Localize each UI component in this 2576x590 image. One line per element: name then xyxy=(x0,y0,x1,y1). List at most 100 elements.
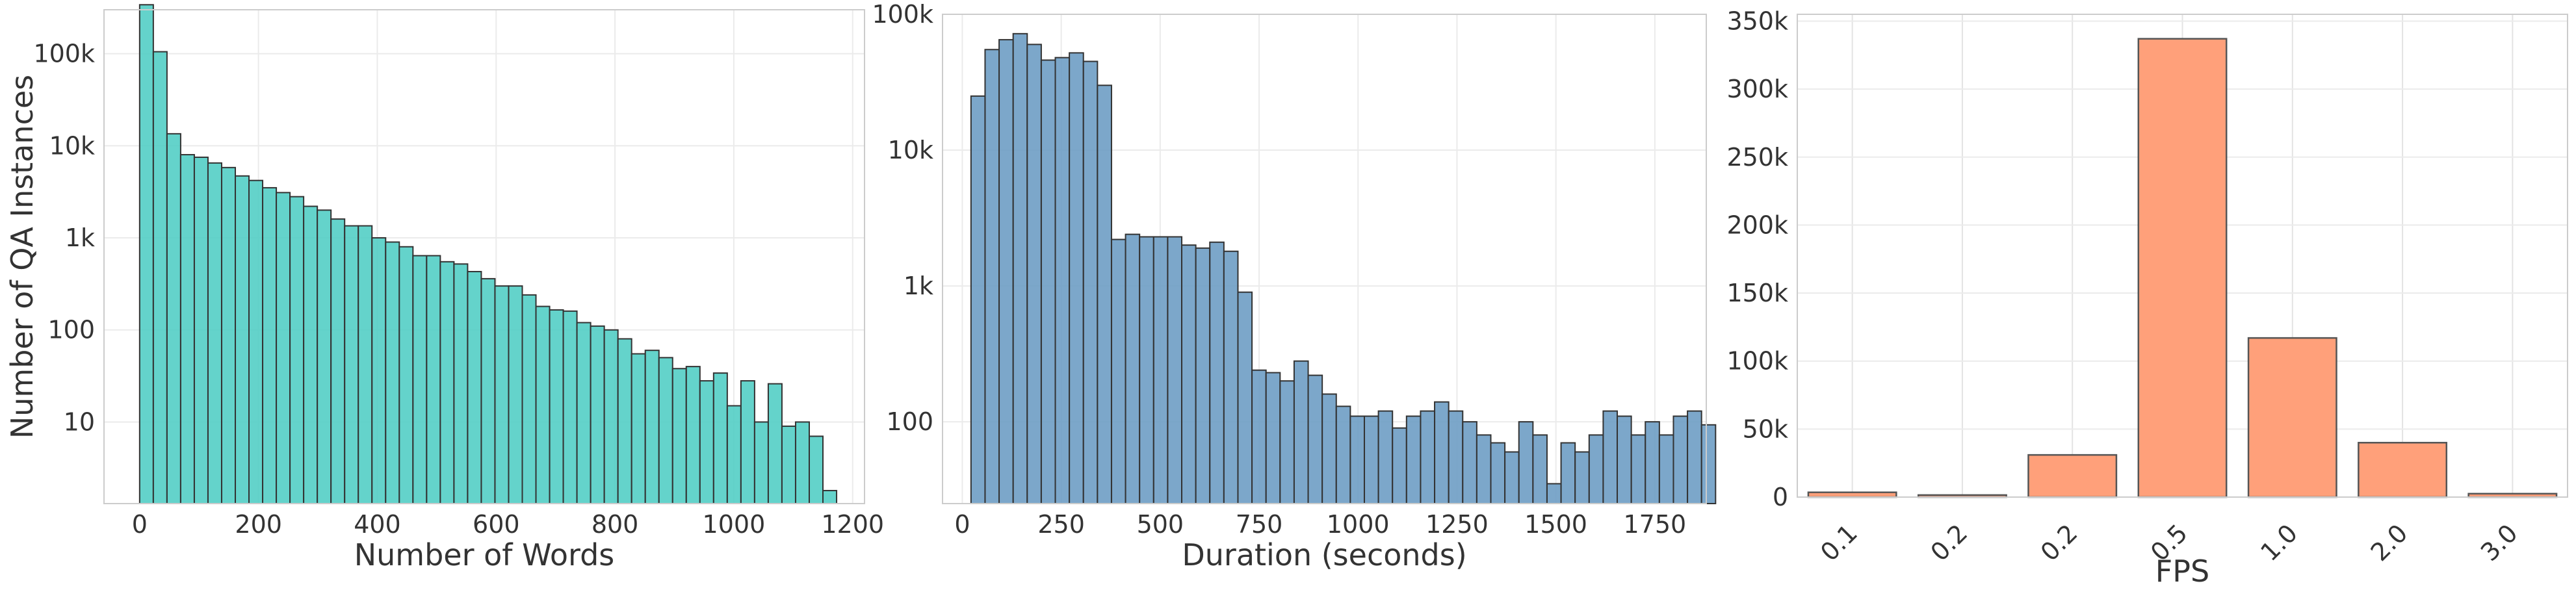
histogram-bar xyxy=(248,179,264,504)
histogram-bar xyxy=(1504,451,1520,504)
histogram-bar xyxy=(138,4,154,505)
histogram-bar xyxy=(1420,410,1436,505)
histogram-bar xyxy=(535,305,551,504)
histogram-bar xyxy=(467,270,482,504)
histogram-bar xyxy=(1700,424,1717,505)
y-tick-label: 1k xyxy=(65,224,95,252)
y-tick-label: 150k xyxy=(1726,279,1788,307)
histogram-bar xyxy=(1658,434,1674,505)
histogram-bar xyxy=(1448,410,1464,505)
histogram-bar xyxy=(1645,421,1660,504)
histogram-bar xyxy=(1026,44,1042,504)
histogram-bar xyxy=(1490,442,1506,505)
histogram-bar xyxy=(439,261,455,504)
histogram-bar xyxy=(1574,451,1590,504)
x-tick-label: 250 xyxy=(1037,510,1085,539)
x-tick-label: 0 xyxy=(954,510,970,539)
histogram-bar xyxy=(220,166,237,504)
histogram-bar xyxy=(494,285,510,504)
histogram-bar xyxy=(1532,434,1548,505)
histogram-bar xyxy=(1405,415,1422,504)
histogram-bar xyxy=(1279,380,1295,505)
x-tick-label: 1250 xyxy=(1425,510,1489,539)
histogram-bar xyxy=(822,489,838,504)
histogram-bar xyxy=(1152,236,1169,504)
y-tick-label: 100 xyxy=(886,407,933,436)
x-tick-label: 1200 xyxy=(821,510,884,539)
histogram-bar xyxy=(303,205,319,504)
plot-frame xyxy=(942,14,1707,504)
x-tick-label: 500 xyxy=(1137,510,1184,539)
histogram-bar xyxy=(685,366,701,504)
y-tick-label: 1k xyxy=(904,272,933,300)
histogram-bar xyxy=(1672,415,1689,504)
histogram-bar xyxy=(1265,372,1281,505)
fps-bar xyxy=(1807,491,1897,498)
histogram-bar xyxy=(808,435,824,505)
x-tick-label: 600 xyxy=(473,510,520,539)
y-tick-label: 50k xyxy=(1743,415,1788,443)
histogram-bar xyxy=(1307,374,1323,505)
histogram-bar xyxy=(1349,415,1365,504)
histogram-bar xyxy=(1462,421,1477,504)
x-tick-label: 1750 xyxy=(1623,510,1686,539)
x-tick-label: 1500 xyxy=(1524,510,1587,539)
histogram-bar xyxy=(1082,60,1099,505)
histogram-bar xyxy=(1195,247,1211,504)
histogram-bar xyxy=(1518,421,1534,504)
histogram-bar xyxy=(207,162,222,504)
x-tick-label: 3.0 xyxy=(2475,519,2523,567)
histogram-bar xyxy=(358,225,373,504)
histogram-bar xyxy=(398,246,414,504)
y-tick-label: 100k xyxy=(872,0,933,29)
histogram-bar xyxy=(644,350,660,504)
histogram-bar xyxy=(508,285,523,504)
histogram-bar xyxy=(385,241,400,504)
panel-word-count-histogram: 0 200 400 600 800 1000 1200 10 100 1k 10k 100k Numbe… xyxy=(5,4,884,572)
histogram-bar xyxy=(330,218,346,504)
y-tick-label: 300k xyxy=(1726,75,1788,103)
histogram-bar xyxy=(344,225,359,504)
histogram-bar xyxy=(1630,434,1646,505)
histogram-bar xyxy=(289,196,305,504)
histogram-bar xyxy=(740,380,755,504)
histogram-bar xyxy=(1602,410,1619,505)
histogram-bar xyxy=(658,357,673,504)
histogram-bar xyxy=(699,380,714,504)
x-tick-label: 1000 xyxy=(1327,510,1390,539)
panel-duration-histogram: 0 250 500 750 1000 1250 1500 1750 100 1k 10k 100k Du… xyxy=(872,0,1717,572)
histogram-bar xyxy=(1181,244,1197,504)
histogram-bar xyxy=(193,157,209,505)
histogram-bar xyxy=(1054,57,1071,505)
x-tick-label: 0.2 xyxy=(2035,519,2083,567)
histogram-bar xyxy=(317,209,332,504)
y-tick-label: 350k xyxy=(1726,6,1788,35)
fps-bar xyxy=(2247,337,2337,498)
histogram-bar xyxy=(1546,483,1562,505)
histogram-bar xyxy=(1209,241,1225,504)
histogram-bar xyxy=(1167,236,1183,504)
panel-fps-bar-chart: 0.1 0.2 0.2 0.5 1.0 2.0 3.0050k100k150k200k250… xyxy=(1726,6,2568,589)
histogram-bar xyxy=(590,325,605,504)
histogram-bar xyxy=(412,255,428,504)
histogram-bar xyxy=(1476,434,1492,505)
histogram-bar xyxy=(1377,410,1394,505)
histogram-bar xyxy=(1139,236,1154,504)
histogram-bar xyxy=(276,192,291,504)
histogram-bar xyxy=(262,186,278,504)
fps-bar xyxy=(2137,38,2228,498)
histogram-bar xyxy=(1125,233,1141,504)
histogram-bar xyxy=(1321,393,1337,504)
x-axis-label: Duration (seconds) xyxy=(1182,537,1466,572)
histogram-bar xyxy=(166,133,181,505)
y-tick-label: 0 xyxy=(1773,483,1788,511)
x-tick-label: 800 xyxy=(592,510,639,539)
histogram-bar xyxy=(781,425,796,504)
x-tick-label: 0 xyxy=(132,510,148,539)
histogram-bar xyxy=(1069,52,1084,505)
histogram-bar xyxy=(576,322,592,504)
histogram-bar xyxy=(1237,291,1253,504)
y-tick-label: 250k xyxy=(1726,143,1788,172)
